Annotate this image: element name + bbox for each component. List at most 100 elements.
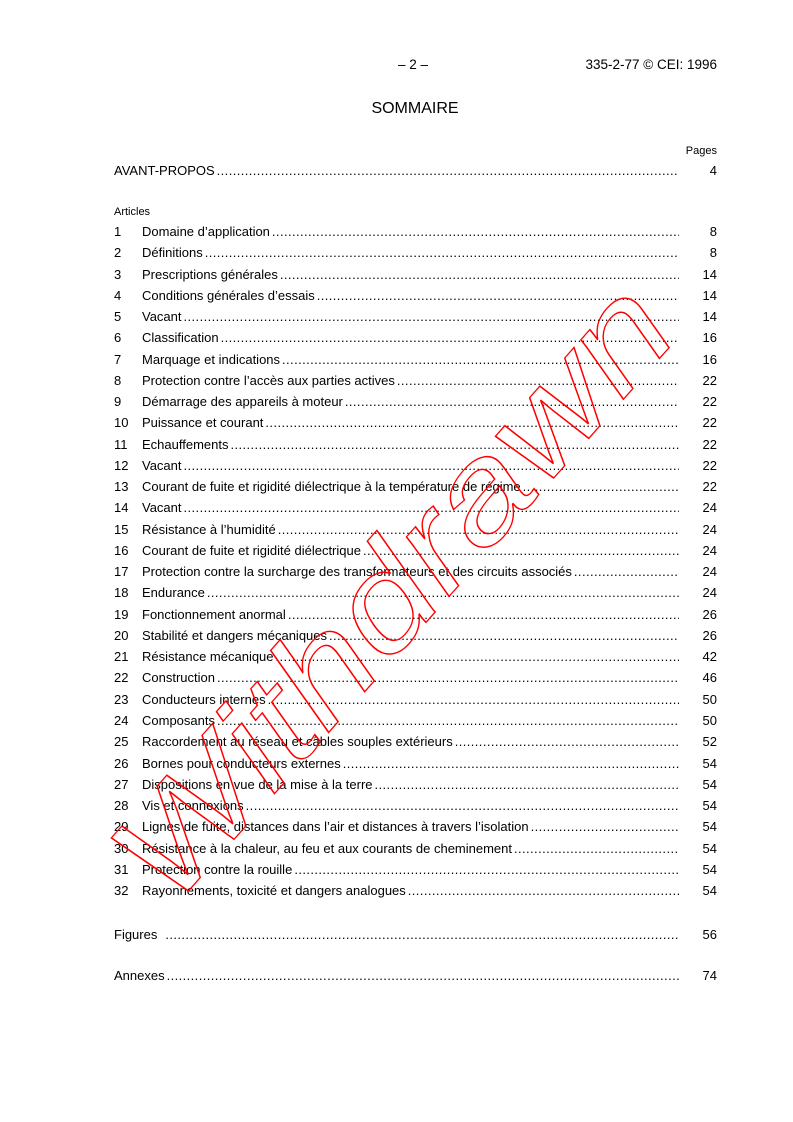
toc-label: Puissance et courant (142, 415, 264, 431)
toc-entry[interactable]: 18 Endurance 24 (114, 584, 717, 602)
toc-entry[interactable]: 2 Définitions 8 (114, 244, 717, 262)
toc-entry[interactable]: 9 Démarrage des appareils à moteur 22 (114, 393, 717, 411)
dot-leader (184, 457, 679, 475)
page-title: SOMMAIRE (371, 100, 459, 117)
toc-page: 56 (702, 927, 717, 942)
dot-leader (246, 797, 679, 815)
toc-entry[interactable]: 25 Raccordement au réseau et câbles soupl… (114, 733, 717, 751)
dot-leader (531, 818, 679, 836)
toc-entry[interactable]: 5 Vacant 14 (114, 308, 717, 326)
toc-entry[interactable]: 12 Vacant 22 (114, 457, 717, 475)
toc-number: 13 (114, 479, 129, 495)
toc-entry[interactable]: 23 Conducteurs internes 50 (114, 691, 717, 709)
dot-leader (408, 882, 679, 900)
toc-page: 22 (702, 394, 717, 410)
toc-entry[interactable]: 13 Courant de fuite et rigidité diélectri… (114, 478, 717, 496)
toc-label: Vacant (142, 309, 182, 325)
toc-label: Protection contre la surcharge des trans… (142, 564, 572, 580)
toc-number: 5 (114, 309, 122, 325)
toc-label: Dispositions en vue de la mise à la terr… (142, 776, 373, 792)
toc-number: 4 (114, 287, 122, 303)
dot-leader (167, 967, 679, 985)
toc-entry[interactable]: 22 Construction 46 (114, 669, 717, 687)
toc-entry[interactable]: 16 Courant de fuite et rigidité diélectri… (114, 542, 717, 560)
toc-number: 3 (114, 266, 122, 282)
toc-entry[interactable]: 10 Puissance et courant 22 (114, 414, 717, 432)
toc-number: 14 (114, 500, 129, 516)
dot-leader (375, 776, 679, 794)
dot-leader (276, 648, 679, 666)
dot-leader (217, 669, 679, 687)
toc-entry[interactable]: 26 Bornes pour conducteurs externes 54 (114, 755, 717, 773)
toc-label: Figures (114, 927, 158, 942)
dot-leader (265, 414, 679, 432)
toc-entry[interactable]: 1 Domaine d’application 8 (114, 223, 717, 241)
toc-entry[interactable]: 29 Lignes de fuite, distances dans l’air … (114, 818, 717, 836)
document-reference: 335-2-77 © CEI: 1996 (585, 57, 717, 72)
dot-leader (523, 478, 679, 496)
toc-entry[interactable]: 7 Marquage et indications 16 (114, 351, 717, 369)
toc-entry[interactable]: 4 Conditions générales d’essais 14 (114, 287, 717, 305)
toc-label: Marquage et indications (142, 351, 281, 367)
toc-entry[interactable]: 11 Echauffements 22 (114, 436, 717, 454)
toc-entry[interactable]: 19 Fonctionnement anormal 26 (114, 606, 717, 624)
dot-leader (207, 584, 679, 602)
toc-page: 24 (702, 564, 717, 580)
toc-page: 54 (702, 755, 717, 771)
toc-entry-foreword[interactable]: AVANT-PROPOS 4 (114, 162, 717, 180)
dot-leader (294, 861, 679, 879)
toc-label: Fonctionnement anormal (142, 606, 286, 622)
toc-label: Vis et connexions (142, 798, 244, 814)
toc-entry-figures[interactable]: Figures 56 (114, 926, 717, 944)
toc-label: Rayonnements, toxicité et dangers analog… (142, 883, 406, 899)
toc-page: 54 (702, 883, 717, 899)
toc-entry[interactable]: 14 Vacant 24 (114, 499, 717, 517)
toc-label: Résistance mécanique (142, 649, 274, 665)
toc-entry[interactable]: 15 Résistance à l’humidité 24 (114, 521, 717, 539)
dot-leader (217, 712, 679, 730)
toc-page: 26 (702, 606, 717, 622)
toc-number: 21 (114, 649, 129, 665)
dot-leader (455, 733, 679, 751)
toc-label: Conducteurs internes (142, 691, 266, 707)
toc-entry[interactable]: 31 Protection contre la rouille 54 (114, 861, 717, 879)
toc-entry[interactable]: 3 Prescriptions générales 14 (114, 266, 717, 284)
toc-number: 15 (114, 521, 129, 537)
toc-entry[interactable]: 6 Classification 16 (114, 329, 717, 347)
dot-leader (345, 393, 679, 411)
toc-entry[interactable]: 20 Stabilité et dangers mécaniques 26 (114, 627, 717, 645)
toc-page: 54 (702, 819, 717, 835)
toc-page: 24 (702, 500, 717, 516)
toc-number: 18 (114, 585, 129, 601)
toc-entry[interactable]: 24 Composants 50 (114, 712, 717, 730)
dot-leader (343, 755, 679, 773)
toc-entry[interactable]: 27 Dispositions en vue de la mise à la te… (114, 776, 717, 794)
toc-label: Endurance (142, 585, 205, 601)
toc-entry-annexes[interactable]: Annexes 74 (114, 967, 717, 985)
toc-page: 24 (702, 585, 717, 601)
toc-entry[interactable]: 8 Protection contre l’accès aux parties a… (114, 372, 717, 390)
toc-label: Protection contre l’accès aux parties ac… (142, 372, 395, 388)
toc-number: 22 (114, 670, 129, 686)
toc-page: 54 (702, 798, 717, 814)
toc-label: Annexes (114, 968, 165, 983)
dot-leader (329, 627, 679, 645)
toc-page: 22 (702, 372, 717, 388)
toc-page: 8 (709, 224, 717, 239)
toc-page: 22 (702, 457, 717, 473)
toc-entry[interactable]: 28 Vis et connexions 54 (114, 797, 717, 815)
dot-leader (205, 244, 679, 262)
dot-leader (280, 266, 679, 284)
toc-page: 16 (702, 330, 717, 346)
toc-number: 27 (114, 776, 129, 792)
toc-number: 26 (114, 755, 129, 771)
toc-entry[interactable]: 30 Résistance à la chaleur, au feu et aux… (114, 840, 717, 858)
toc-number: 24 (114, 712, 129, 728)
toc-number: 30 (114, 840, 129, 856)
toc-label: Vacant (142, 457, 182, 473)
toc-entry[interactable]: 32 Rayonnements, toxicité et dangers anal… (114, 882, 717, 900)
toc-entry[interactable]: 17 Protection contre la surcharge des tra… (114, 563, 717, 581)
toc-page: 54 (702, 840, 717, 856)
dot-leader (184, 308, 679, 326)
toc-entry[interactable]: 21 Résistance mécanique 42 (114, 648, 717, 666)
